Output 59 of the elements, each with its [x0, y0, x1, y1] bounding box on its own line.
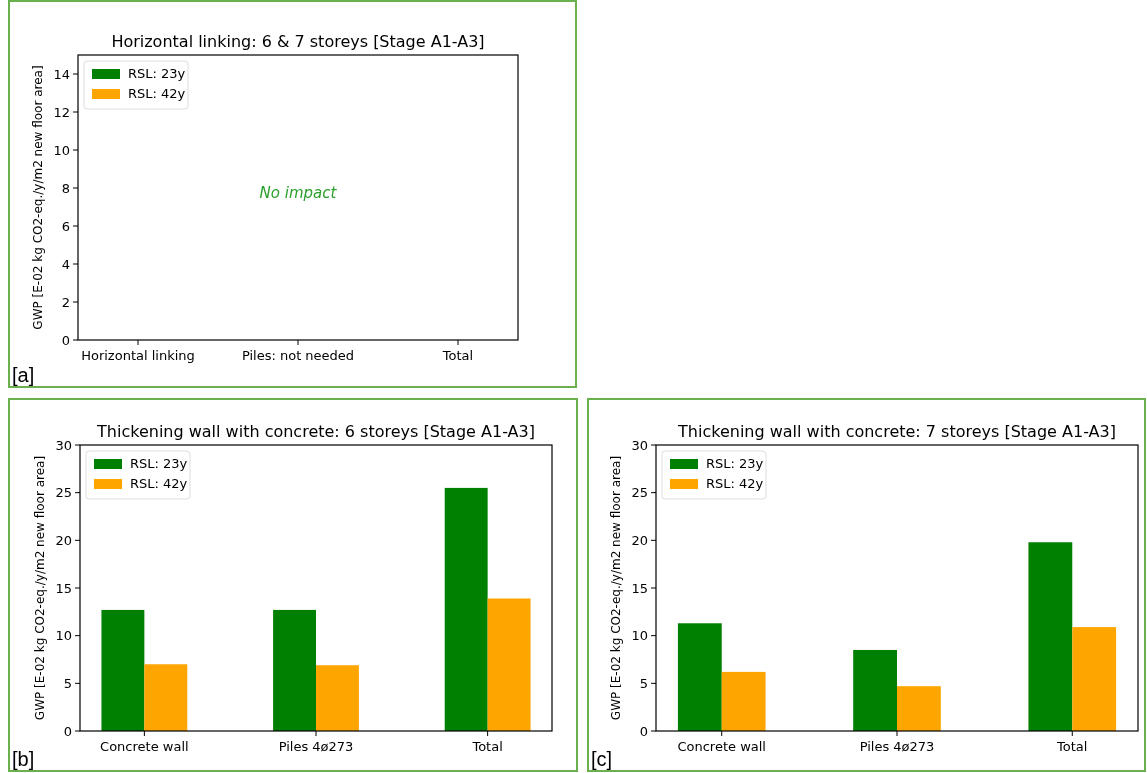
text: [b] [12, 748, 35, 770]
bar [316, 665, 359, 731]
chart-title: Thickening wall with concrete: 7 storeys [Stage A1-A3] [677, 422, 1116, 441]
bar [853, 649, 897, 731]
y-axis-title: GWP [E-02 kg CO2-eq./y/m2 new floor area] [33, 455, 47, 721]
bar [1072, 627, 1117, 731]
y-tick-label: 0 [61, 332, 70, 348]
annotation: No impact [259, 183, 338, 202]
y-tick-label: 30 [55, 437, 72, 453]
x-tick-label: Total [471, 739, 503, 754]
y-tick-label: 10 [55, 628, 72, 644]
y-tick-label: 0 [639, 723, 648, 739]
y-tick-label: 30 [631, 437, 648, 453]
bar [101, 609, 145, 731]
y-tick-label: 20 [631, 532, 648, 548]
y-tick-label: 5 [639, 675, 648, 691]
y-tick-label: 14 [53, 66, 70, 82]
y-tick-label: 25 [55, 485, 72, 501]
x-tick-label: Total [441, 348, 474, 363]
bar [897, 686, 941, 731]
y-axis-title: GWP [E-02 kg CO2-eq./y/m2 new floor area] [609, 455, 623, 721]
y-tick-label: 0 [63, 723, 72, 739]
bar [487, 598, 531, 731]
x-tick-label: Piles 4ø273 [859, 739, 935, 754]
y-tick-label: 10 [53, 142, 70, 158]
bar [1028, 542, 1073, 731]
legend-label: RSL: 23y [128, 66, 186, 81]
bar [721, 671, 766, 731]
chart-title: Horizontal linking: 6 & 7 storeys [Stage A1-A3] [111, 32, 485, 51]
legend-label: RSL: 42y [128, 86, 186, 101]
x-tick-label: Concrete wall [100, 739, 189, 754]
y-tick-label: 4 [61, 256, 70, 272]
text: [c] [591, 748, 613, 770]
y-tick-label: 8 [61, 180, 70, 196]
y-tick-label: 15 [55, 580, 72, 596]
legend-label: RSL: 42y [706, 476, 764, 491]
x-tick-label: Piles 4ø273 [278, 739, 354, 754]
y-tick-label: 12 [53, 104, 70, 120]
y-tick-label: 20 [55, 532, 72, 548]
x-tick-label: Concrete wall [677, 739, 766, 754]
legend-label: RSL: 23y [706, 456, 764, 471]
legend-label: RSL: 23y [130, 456, 188, 471]
y-tick-label: 15 [631, 580, 648, 596]
y-axis-title: GWP [E-02 kg CO2-eq./y/m2 new floor area] [31, 65, 45, 330]
bar [273, 609, 316, 731]
bar [444, 487, 488, 731]
bar [677, 623, 722, 731]
y-tick-label: 10 [631, 628, 648, 644]
y-tick-label: 6 [61, 218, 70, 234]
x-tick-label: Total [1056, 739, 1088, 754]
text: [a] [12, 364, 35, 386]
y-tick-label: 25 [631, 485, 648, 501]
bar [144, 664, 188, 731]
chart-title: Thickening wall with concrete: 6 storeys [Stage A1-A3] [96, 422, 535, 441]
legend-label: RSL: 42y [130, 476, 188, 491]
x-tick-label: Piles: not needed [241, 348, 355, 363]
y-tick-label: 2 [61, 294, 70, 310]
x-tick-label: Horizontal linking [81, 348, 195, 363]
y-tick-label: 5 [63, 675, 72, 691]
